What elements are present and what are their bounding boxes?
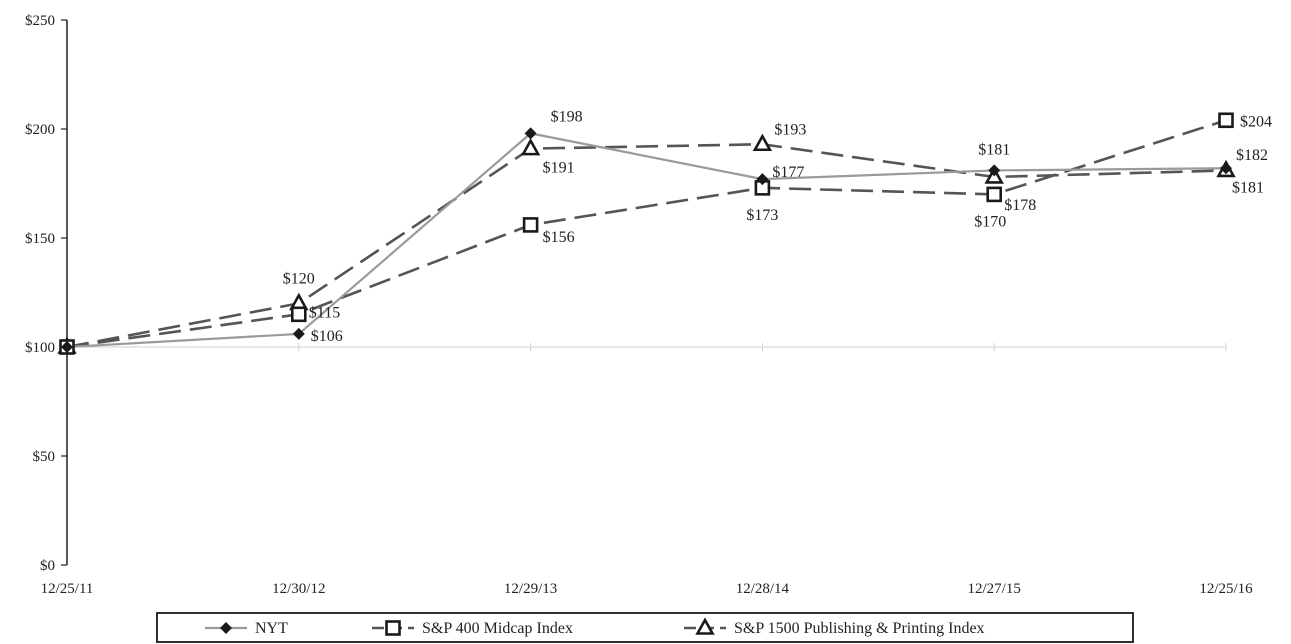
legend-marker-diamond xyxy=(220,622,232,634)
point-marker-diamond xyxy=(524,127,537,140)
data-label: $173 xyxy=(746,207,778,224)
data-label: $191 xyxy=(543,160,575,177)
legend-label: NYT xyxy=(255,620,288,637)
point-marker-diamond xyxy=(988,164,1001,177)
x-tick-label: 12/25/16 xyxy=(1199,581,1253,597)
chart-series xyxy=(57,112,1236,355)
series-line-0 xyxy=(66,132,1227,349)
point-marker-diamond xyxy=(292,327,305,340)
y-tick-label: $150 xyxy=(25,231,55,247)
x-tick-label: 12/27/15 xyxy=(968,581,1021,597)
y-tick-label: $200 xyxy=(25,122,55,138)
legend-marker-square xyxy=(385,620,401,636)
data-label: $170 xyxy=(974,213,1006,230)
data-label: $120 xyxy=(283,270,315,287)
y-tick-label: $0 xyxy=(40,558,55,574)
data-label: $115 xyxy=(309,304,340,321)
chart-legend: NYT S&P 400 Midcap Index S&P 1500 Publishi… xyxy=(156,612,1134,643)
x-tick-label: 12/29/13 xyxy=(504,581,557,597)
series-line-1 xyxy=(66,119,1227,349)
chart-axes: $0 $50 $100 $150 $200 $250 12/25/11 12/30/12 12/… xyxy=(25,13,1253,597)
data-label: $178 xyxy=(1004,197,1036,214)
point-marker-diamond xyxy=(61,341,73,353)
series-line-2 xyxy=(66,142,1227,349)
data-label: $193 xyxy=(774,121,806,138)
x-tick-label: 12/30/12 xyxy=(272,581,325,597)
chart-data-labels: $106 $198 $177 $181 $182 $115 $156 $173 $170 $204… xyxy=(283,108,1272,345)
point-marker-square xyxy=(1218,112,1234,129)
y-tick-label: $100 xyxy=(25,340,55,356)
y-tick-label: $250 xyxy=(25,13,55,29)
data-label: $177 xyxy=(772,164,804,181)
legend-marker-triangle xyxy=(695,617,715,635)
legend-label: S&P 1500 Publishing & Printing Index xyxy=(734,620,985,637)
data-label: $181 xyxy=(1232,179,1264,196)
point-marker-triangle xyxy=(752,133,773,152)
data-label: $182 xyxy=(1236,147,1268,164)
point-marker-square xyxy=(522,217,539,233)
y-tick-label: $50 xyxy=(33,449,56,465)
point-marker-diamond xyxy=(756,173,769,186)
data-label: $181 xyxy=(978,141,1010,158)
point-marker-square xyxy=(290,306,307,323)
x-tick-label: 12/25/11 xyxy=(41,581,94,597)
data-label: $156 xyxy=(543,229,575,246)
point-marker-square xyxy=(986,186,1003,203)
data-label: $106 xyxy=(311,328,343,345)
point-marker-triangle xyxy=(520,137,541,156)
point-marker-diamond xyxy=(1220,162,1232,175)
x-tick-label: 12/28/14 xyxy=(736,581,790,597)
legend-box xyxy=(156,612,1134,643)
legend-label: S&P 400 Midcap Index xyxy=(422,620,573,637)
data-label: $198 xyxy=(551,108,583,125)
data-label: $204 xyxy=(1240,113,1272,130)
